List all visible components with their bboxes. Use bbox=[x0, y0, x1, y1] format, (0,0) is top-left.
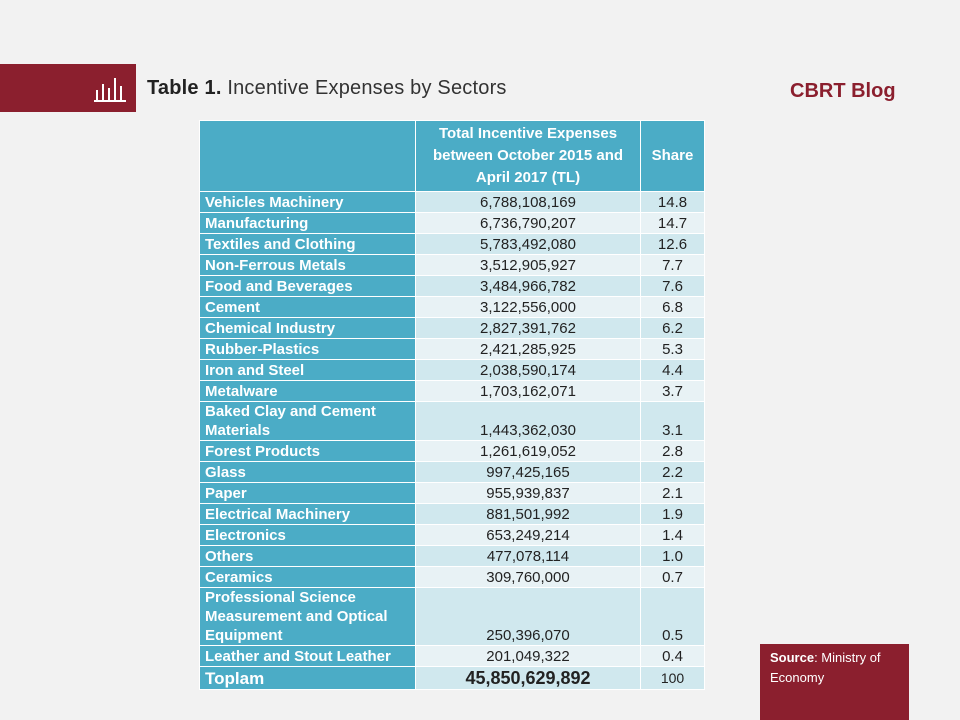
sector-cell: Textiles and Clothing bbox=[199, 233, 416, 255]
table-row: Manufacturing 6,736,790,207 14.7 bbox=[199, 212, 705, 234]
total-amount: 45,850,629,892 bbox=[415, 666, 641, 690]
table-row: Cement 3,122,556,000 6.8 bbox=[199, 296, 705, 318]
share-cell: 7.6 bbox=[640, 275, 705, 297]
amount-cell: 250,396,070 bbox=[415, 587, 641, 646]
table-row: Others 477,078,114 1.0 bbox=[199, 545, 705, 567]
share-cell: 1.0 bbox=[640, 545, 705, 567]
share-cell: 6.2 bbox=[640, 317, 705, 339]
amount-cell: 997,425,165 bbox=[415, 461, 641, 483]
share-cell: 1.9 bbox=[640, 503, 705, 525]
sector-cell: Metalware bbox=[199, 380, 416, 402]
share-cell: 3.1 bbox=[640, 401, 705, 441]
table-row: Metalware 1,703,162,071 3.7 bbox=[199, 380, 705, 402]
header-sector bbox=[199, 120, 416, 192]
total-label: Toplam bbox=[199, 666, 416, 690]
table-row: Forest Products 1,261,619,052 2.8 bbox=[199, 440, 705, 462]
share-cell: 12.6 bbox=[640, 233, 705, 255]
table-row: Professional Science Measurement and Opt… bbox=[199, 587, 705, 646]
share-cell: 6.8 bbox=[640, 296, 705, 318]
sector-cell: Leather and Stout Leather bbox=[199, 645, 416, 667]
title-text: Incentive Expenses by Sectors bbox=[221, 77, 507, 99]
table-row: Textiles and Clothing 5,783,492,080 12.6 bbox=[199, 233, 705, 255]
share-cell: 14.7 bbox=[640, 212, 705, 234]
sector-cell: Paper bbox=[199, 482, 416, 504]
sector-cell: Cement bbox=[199, 296, 416, 318]
table-row: Vehicles Machinery 6,788,108,169 14.8 bbox=[199, 191, 705, 213]
share-cell: 1.4 bbox=[640, 524, 705, 546]
table-row: Glass 997,425,165 2.2 bbox=[199, 461, 705, 483]
sector-cell: Rubber-Plastics bbox=[199, 338, 416, 360]
share-cell: 2.1 bbox=[640, 482, 705, 504]
sector-cell: Manufacturing bbox=[199, 212, 416, 234]
amount-cell: 6,736,790,207 bbox=[415, 212, 641, 234]
share-cell: 7.7 bbox=[640, 254, 705, 276]
sector-cell: Electrical Machinery bbox=[199, 503, 416, 525]
table-row: Leather and Stout Leather 201,049,322 0.4 bbox=[199, 645, 705, 667]
share-cell: 2.2 bbox=[640, 461, 705, 483]
sector-cell: Forest Products bbox=[199, 440, 416, 462]
table-row: Food and Beverages 3,484,966,782 7.6 bbox=[199, 275, 705, 297]
amount-cell: 2,827,391,762 bbox=[415, 317, 641, 339]
incentive-table: Total Incentive Expenses between October… bbox=[199, 120, 705, 690]
share-cell: 0.4 bbox=[640, 645, 705, 667]
sector-cell: Glass bbox=[199, 461, 416, 483]
header-amount: Total Incentive Expenses between October… bbox=[415, 120, 641, 192]
table-row: Rubber-Plastics 2,421,285,925 5.3 bbox=[199, 338, 705, 360]
title-prefix: Table 1. bbox=[147, 77, 222, 99]
share-cell: 0.7 bbox=[640, 566, 705, 588]
amount-cell: 6,788,108,169 bbox=[415, 191, 641, 213]
source-label: Source bbox=[770, 650, 815, 665]
table-row: Ceramics 309,760,000 0.7 bbox=[199, 566, 705, 588]
table-row: Non-Ferrous Metals 3,512,905,927 7.7 bbox=[199, 254, 705, 276]
brand-label: CBRT Blog bbox=[790, 80, 896, 102]
sector-cell: Chemical Industry bbox=[199, 317, 416, 339]
amount-cell: 477,078,114 bbox=[415, 545, 641, 567]
sector-cell: Ceramics bbox=[199, 566, 416, 588]
amount-cell: 2,038,590,174 bbox=[415, 359, 641, 381]
table-row: Iron and Steel 2,038,590,174 4.4 bbox=[199, 359, 705, 381]
page-title: Table 1. Incentive Expenses by Sectors bbox=[147, 77, 507, 100]
sector-cell: Professional Science Measurement and Opt… bbox=[199, 587, 416, 646]
amount-cell: 1,261,619,052 bbox=[415, 440, 641, 462]
table-row: Baked Clay and Cement Materials 1,443,362… bbox=[199, 401, 705, 441]
share-cell: 0.5 bbox=[640, 587, 705, 646]
amount-cell: 309,760,000 bbox=[415, 566, 641, 588]
header-band bbox=[0, 64, 136, 112]
bar-chart-icon bbox=[94, 78, 126, 102]
amount-cell: 1,443,362,030 bbox=[415, 401, 641, 441]
sector-cell: Food and Beverages bbox=[199, 275, 416, 297]
amount-cell: 3,122,556,000 bbox=[415, 296, 641, 318]
table-row: Chemical Industry 2,827,391,762 6.2 bbox=[199, 317, 705, 339]
share-cell: 3.7 bbox=[640, 380, 705, 402]
share-cell: 5.3 bbox=[640, 338, 705, 360]
sector-cell: Vehicles Machinery bbox=[199, 191, 416, 213]
table-row: Electronics 653,249,214 1.4 bbox=[199, 524, 705, 546]
sector-cell: Non-Ferrous Metals bbox=[199, 254, 416, 276]
amount-cell: 955,939,837 bbox=[415, 482, 641, 504]
amount-cell: 3,512,905,927 bbox=[415, 254, 641, 276]
amount-cell: 881,501,992 bbox=[415, 503, 641, 525]
amount-cell: 2,421,285,925 bbox=[415, 338, 641, 360]
amount-cell: 3,484,966,782 bbox=[415, 275, 641, 297]
share-cell: 14.8 bbox=[640, 191, 705, 213]
source-box: Source: Ministry of Economy bbox=[760, 644, 909, 720]
share-cell: 4.4 bbox=[640, 359, 705, 381]
header-share: Share bbox=[640, 120, 705, 192]
amount-cell: 5,783,492,080 bbox=[415, 233, 641, 255]
amount-cell: 653,249,214 bbox=[415, 524, 641, 546]
amount-cell: 1,703,162,071 bbox=[415, 380, 641, 402]
source-text: : Ministry of Economy bbox=[770, 650, 881, 685]
table-row: Paper 955,939,837 2.1 bbox=[199, 482, 705, 504]
table-body: Vehicles Machinery 6,788,108,169 14.8 Manuf… bbox=[199, 191, 705, 690]
share-cell: 2.8 bbox=[640, 440, 705, 462]
sector-cell: Baked Clay and Cement Materials bbox=[199, 401, 416, 441]
amount-cell: 201,049,322 bbox=[415, 645, 641, 667]
table-header-row: Total Incentive Expenses between October… bbox=[199, 120, 705, 192]
table-row: Electrical Machinery 881,501,992 1.9 bbox=[199, 503, 705, 525]
sector-cell: Iron and Steel bbox=[199, 359, 416, 381]
total-row: Toplam 45,850,629,892 100 bbox=[199, 666, 705, 690]
total-share: 100 bbox=[640, 666, 705, 690]
sector-cell: Electronics bbox=[199, 524, 416, 546]
sector-cell: Others bbox=[199, 545, 416, 567]
